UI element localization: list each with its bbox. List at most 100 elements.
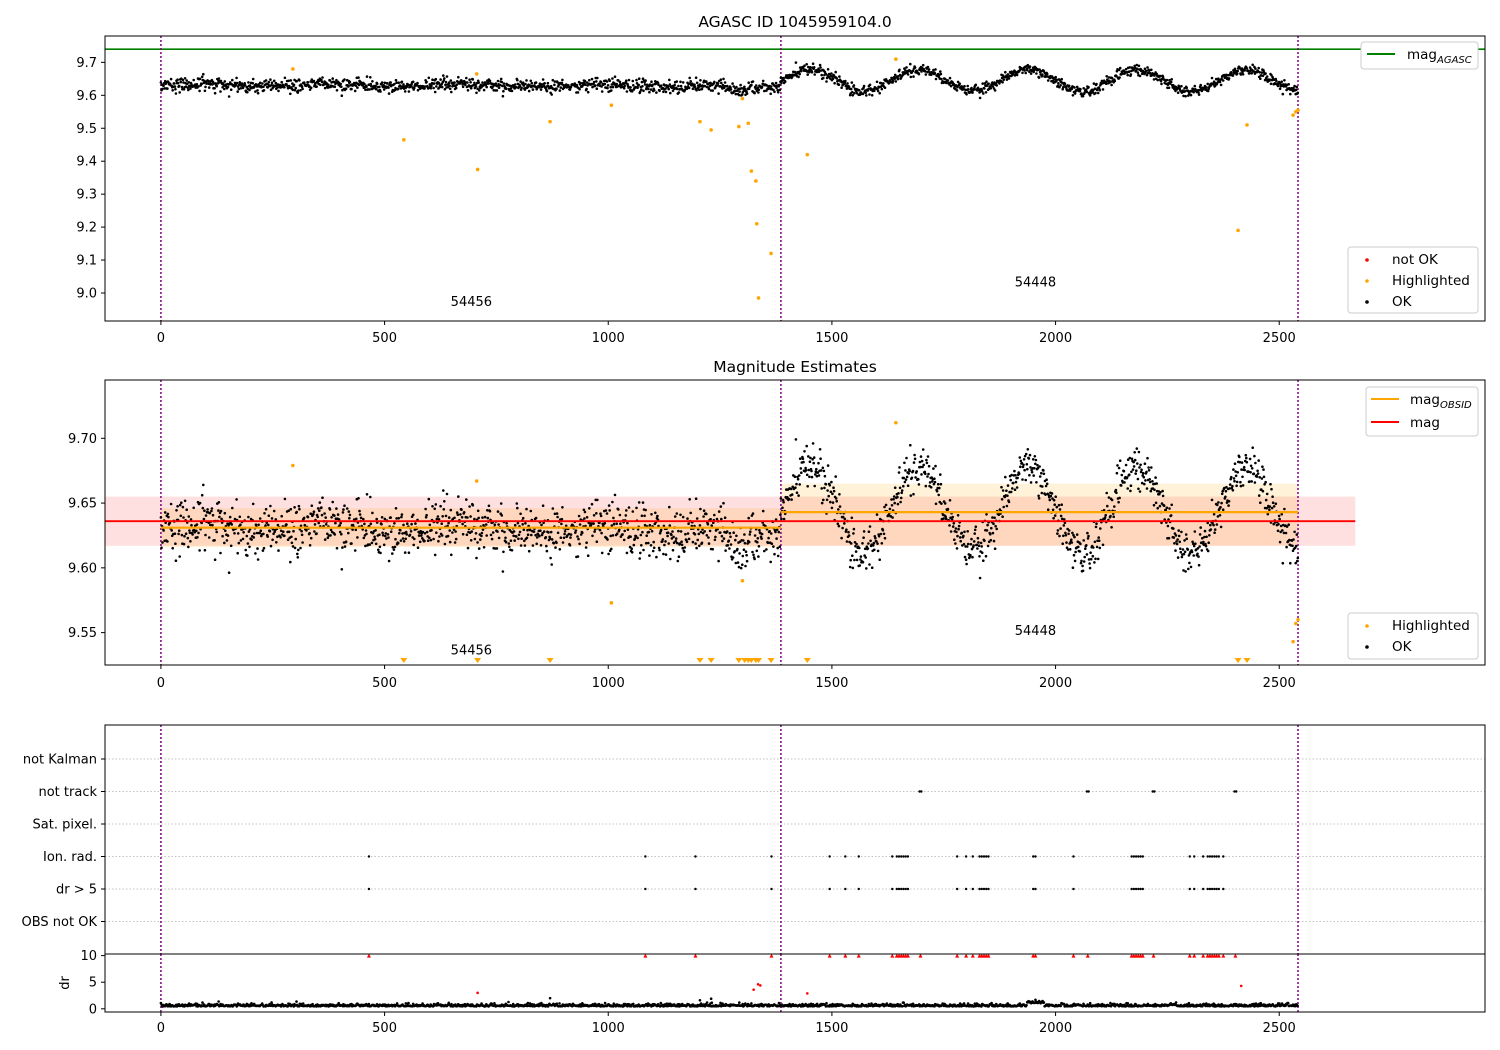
flag-point (1193, 887, 1196, 891)
ok-point (676, 87, 679, 91)
ok-point (766, 541, 770, 545)
ok-point (267, 523, 270, 527)
ok-point (823, 486, 826, 490)
flag-point (987, 887, 990, 891)
ok-point (381, 531, 384, 535)
ok-point (1061, 87, 1064, 91)
ok-point (365, 532, 368, 536)
ok-point (700, 541, 704, 545)
ok-point (725, 84, 729, 88)
ok-point (441, 515, 445, 518)
ok-point (293, 88, 297, 92)
ok-point (1180, 530, 1183, 534)
ok-point (425, 530, 429, 534)
ok-point (1103, 516, 1107, 519)
ok-point (1220, 501, 1223, 505)
ok-point (1140, 481, 1144, 485)
ok-point (651, 83, 654, 87)
ok-point (760, 537, 763, 540)
ok-point (217, 77, 221, 80)
ok-point (906, 484, 910, 488)
ok-point (803, 64, 806, 67)
ok-point (1183, 89, 1187, 93)
ok-point (915, 470, 918, 473)
ok-point (880, 81, 883, 85)
ok-point (1113, 505, 1116, 508)
ok-point (708, 529, 712, 533)
ok-point (1066, 548, 1070, 551)
ok-point (1293, 530, 1296, 534)
ok-point (865, 94, 868, 97)
ok-point (652, 88, 656, 92)
ok-point (1038, 475, 1042, 478)
ok-point (607, 552, 610, 556)
ok-point (159, 516, 163, 519)
ok-point (541, 531, 544, 535)
ok-point (394, 78, 398, 82)
obsid-label: 54448 (1015, 624, 1056, 639)
ok-point (243, 82, 246, 85)
ok-point (872, 541, 876, 545)
ok-point (380, 516, 384, 519)
ok-point (893, 501, 896, 505)
flag-point (982, 855, 986, 858)
ok-point (648, 523, 652, 527)
ok-point (1079, 542, 1082, 546)
dr-point (404, 1002, 408, 1005)
ok-point (187, 81, 191, 84)
ok-point (979, 541, 983, 545)
ok-point (934, 68, 937, 71)
ok-point (392, 548, 396, 551)
x-tick-label: 500 (372, 331, 397, 346)
ok-point (734, 92, 738, 96)
ok-point (737, 93, 741, 97)
ok-point (1176, 91, 1180, 94)
ok-point (545, 549, 549, 553)
ok-point (559, 86, 563, 89)
ok-point (1144, 479, 1147, 482)
ok-point (184, 532, 188, 535)
ok-point (523, 544, 527, 547)
ok-point (638, 557, 641, 560)
ok-point (1053, 503, 1056, 507)
ok-point (1041, 73, 1044, 76)
ok-point (174, 87, 177, 91)
ok-point (396, 87, 400, 91)
ok-point (274, 518, 278, 521)
flag-point (902, 855, 905, 858)
ok-point (693, 533, 697, 536)
ok-point (869, 539, 872, 543)
ok-point (1137, 487, 1140, 491)
flag-point (1201, 887, 1205, 891)
ok-point (1241, 73, 1245, 76)
ok-point (1140, 468, 1143, 472)
ok-point (534, 533, 537, 537)
ok-point (520, 537, 523, 540)
ok-point (1282, 531, 1286, 535)
ok-point (822, 76, 825, 80)
ok-point (336, 513, 340, 516)
ok-point (356, 86, 359, 89)
ok-point (560, 517, 564, 521)
ok-point (1082, 87, 1085, 90)
ok-point (703, 530, 706, 533)
ok-point (720, 534, 724, 538)
ok-point (650, 513, 653, 516)
ok-point (782, 517, 786, 521)
ok-point (1206, 549, 1210, 553)
ok-point (600, 90, 604, 93)
ok-point (793, 70, 797, 74)
ok-point (1219, 525, 1223, 529)
ok-point (542, 521, 545, 525)
flag-point (1217, 855, 1221, 858)
ok-point (1209, 528, 1213, 531)
ok-point (198, 89, 201, 93)
ok-point (652, 546, 656, 550)
ok-point (1084, 547, 1087, 550)
ok-point (965, 545, 969, 548)
ok-point (555, 87, 558, 91)
ok-point (818, 63, 822, 67)
dr-point (407, 1001, 410, 1005)
ok-point (611, 534, 615, 537)
ok-point (844, 79, 847, 83)
